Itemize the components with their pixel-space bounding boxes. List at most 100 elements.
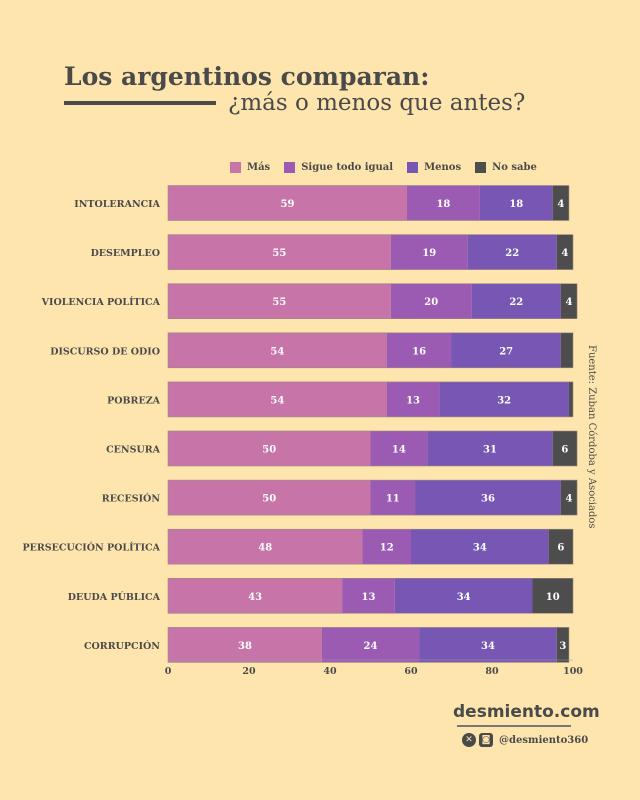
data-label: 14 bbox=[392, 445, 406, 456]
bar-segment bbox=[451, 332, 561, 368]
bar-segment bbox=[560, 480, 578, 516]
data-label: 4 bbox=[565, 297, 572, 308]
data-label: 34 bbox=[457, 592, 471, 603]
bar-segment bbox=[552, 185, 569, 221]
bar-outline bbox=[167, 577, 574, 614]
legend-item: No sabe bbox=[475, 162, 537, 173]
bar-segment bbox=[556, 627, 569, 663]
bar-segment bbox=[411, 529, 549, 565]
data-label: 4 bbox=[565, 494, 572, 505]
bar-outline bbox=[167, 381, 574, 418]
data-label: 34 bbox=[481, 641, 495, 652]
bar-outline bbox=[167, 283, 578, 320]
data-label: 38 bbox=[238, 641, 252, 652]
bar-segment bbox=[560, 332, 573, 368]
category-label: DEUDA PÚBLICA bbox=[68, 591, 161, 603]
category-label: POBREZA bbox=[107, 395, 161, 406]
data-label: 59 bbox=[281, 199, 295, 210]
data-label: 12 bbox=[380, 543, 394, 554]
data-label: 4 bbox=[561, 248, 568, 259]
bar-segment bbox=[467, 234, 557, 270]
title: Los argentinos comparan: bbox=[64, 62, 430, 91]
data-label: 55 bbox=[272, 297, 286, 308]
bar-segment bbox=[342, 578, 395, 614]
bar-segment bbox=[168, 185, 407, 221]
bar-segment bbox=[390, 234, 468, 270]
data-label: 6 bbox=[561, 445, 568, 456]
data-label: 54 bbox=[270, 395, 284, 406]
data-label: 27 bbox=[499, 346, 513, 357]
social-handles: ✕ ◙ @desmiento360 bbox=[462, 733, 588, 747]
data-label: 48 bbox=[258, 543, 272, 554]
data-label: 32 bbox=[497, 395, 511, 406]
bar-segment bbox=[168, 234, 391, 270]
bar-segment bbox=[168, 627, 322, 663]
category-label: RECESIÓN bbox=[102, 493, 161, 505]
bar-segment bbox=[439, 381, 569, 417]
bar-segment bbox=[370, 431, 428, 466]
bar-outline bbox=[167, 185, 570, 221]
bar-segment bbox=[321, 627, 420, 663]
category-label: DISCURSO DE ODIO bbox=[50, 346, 160, 357]
data-label: 18 bbox=[436, 199, 450, 210]
instagram-icon[interactable]: ◙ bbox=[479, 733, 493, 747]
x-tick-label: 20 bbox=[242, 666, 256, 677]
data-label: 20 bbox=[424, 297, 438, 308]
legend-item: Sigue todo igual bbox=[284, 162, 393, 173]
data-label: 10 bbox=[546, 592, 560, 603]
bar-segment bbox=[168, 431, 371, 466]
bar-segment bbox=[168, 381, 387, 417]
bar-segment bbox=[168, 578, 343, 614]
data-label: 19 bbox=[422, 248, 436, 259]
legend-label: Sigue todo igual bbox=[301, 162, 394, 173]
bar-segment bbox=[552, 431, 578, 466]
source-note: Fuente: Zuban Córdoba y Asociados bbox=[586, 345, 597, 529]
bar-segment bbox=[168, 332, 387, 368]
data-label: 50 bbox=[262, 445, 276, 456]
data-label: 34 bbox=[473, 543, 487, 554]
bar-outline bbox=[167, 627, 570, 663]
data-label: 31 bbox=[483, 445, 497, 456]
bar-segment bbox=[168, 529, 363, 565]
bar-outline bbox=[167, 332, 574, 369]
bar-segment bbox=[568, 381, 573, 417]
data-label: 13 bbox=[362, 592, 376, 603]
data-label: 6 bbox=[557, 543, 564, 554]
bar-segment bbox=[415, 480, 561, 516]
legend-label: Menos bbox=[424, 162, 462, 173]
bar-segment bbox=[532, 578, 573, 614]
bar-segment bbox=[168, 480, 371, 516]
category-label: DESEMPLEO bbox=[91, 248, 160, 259]
data-label: 13 bbox=[406, 395, 420, 406]
bar-segment bbox=[390, 283, 472, 319]
category-label: CORRUPCIÓN bbox=[84, 640, 160, 652]
legend-label: No sabe bbox=[492, 162, 537, 173]
x-icon[interactable]: ✕ bbox=[462, 733, 476, 747]
bar-outline bbox=[167, 479, 578, 516]
data-label: 54 bbox=[270, 346, 284, 357]
legend-label: Más bbox=[247, 162, 271, 173]
data-label: 55 bbox=[272, 248, 286, 259]
subtitle: ¿más o menos que antes? bbox=[228, 90, 526, 116]
legend-swatch bbox=[230, 162, 241, 173]
bar-segment bbox=[406, 185, 480, 221]
x-tick-label: 80 bbox=[485, 666, 499, 677]
handle: @desmiento360 bbox=[499, 734, 589, 746]
data-label: 3 bbox=[559, 641, 566, 652]
data-label: 24 bbox=[364, 641, 378, 652]
legend-item: Menos bbox=[407, 162, 461, 173]
x-tick-label: 40 bbox=[323, 666, 337, 677]
data-label: 18 bbox=[509, 199, 523, 210]
data-label: 36 bbox=[481, 494, 495, 505]
bar-outline bbox=[167, 234, 574, 270]
bar-segment bbox=[168, 283, 391, 319]
legend-swatch bbox=[284, 162, 296, 173]
bar-segment bbox=[471, 283, 561, 319]
brand-name: desmiento.com bbox=[453, 702, 600, 722]
category-label: CENSURA bbox=[106, 445, 161, 456]
bar-segment bbox=[362, 529, 411, 565]
bar-segment bbox=[556, 234, 573, 270]
bar-outline bbox=[167, 528, 574, 565]
bar-segment bbox=[479, 185, 553, 221]
